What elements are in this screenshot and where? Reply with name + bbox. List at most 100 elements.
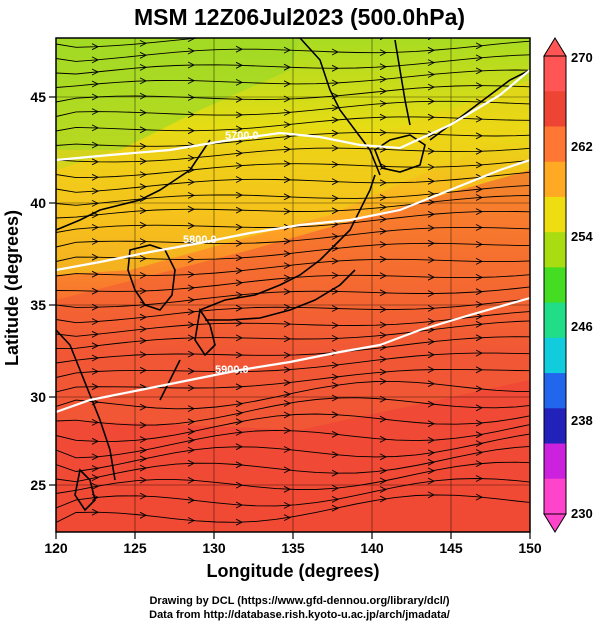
wind-arrow — [331, 161, 340, 168]
wind-arrow — [187, 418, 196, 426]
wind-arrow — [139, 142, 148, 150]
streamline — [56, 226, 530, 248]
wind-arrow — [91, 173, 100, 181]
wind-arrow — [331, 64, 340, 72]
wind-arrow — [331, 244, 340, 252]
wind-arrow — [187, 61, 196, 69]
wind-arrow — [91, 108, 100, 116]
wind-arrow — [427, 436, 436, 444]
wind-arrow — [475, 320, 484, 328]
wind-arrow — [139, 157, 148, 165]
wind-arrow — [187, 405, 196, 413]
wind-arrow — [91, 418, 100, 426]
wind-arrow — [139, 109, 148, 117]
wind-arrow — [235, 267, 244, 275]
wind-arrow — [475, 185, 484, 193]
wind-arrow — [379, 194, 388, 201]
wind-arrow — [139, 446, 148, 454]
wind-arrow — [187, 308, 196, 316]
wind-arrow — [91, 354, 100, 362]
wind-arrow — [427, 491, 436, 499]
streamline — [56, 116, 530, 132]
streamline — [56, 320, 530, 349]
wind-arrow — [331, 194, 340, 202]
streamline — [56, 380, 530, 410]
y-axis: 45 40 35 30 25 Latitude (degrees) — [2, 89, 56, 493]
wind-arrow — [475, 493, 484, 501]
wind-arrow — [379, 415, 388, 423]
wind-arrow — [283, 262, 292, 270]
streamline — [56, 171, 530, 193]
wind-arrow — [235, 304, 244, 312]
wind-arrow — [475, 224, 484, 231]
wind-arrow — [427, 366, 436, 374]
wind-arrow — [331, 504, 340, 512]
wind-arrow — [283, 514, 292, 522]
wind-arrow — [331, 129, 340, 137]
wind-arrow — [187, 446, 196, 454]
colorbar-tick-label: 246 — [571, 319, 593, 334]
wind-arrow — [427, 239, 436, 247]
wind-arrow — [283, 411, 292, 419]
wind-arrow — [283, 237, 292, 245]
wind-arrow — [379, 355, 388, 363]
wind-arrow — [379, 87, 388, 95]
wind-arrow — [331, 207, 340, 215]
wind-arrow — [187, 111, 196, 119]
wind-arrow — [91, 383, 100, 391]
wind-arrow — [139, 238, 148, 245]
wind-arrow — [139, 325, 148, 333]
wind-arrow — [187, 154, 196, 162]
wind-arrow — [91, 80, 100, 88]
wind-arrow — [235, 45, 244, 53]
wind-arrow — [91, 253, 100, 261]
x-tick-label: 120 — [44, 540, 68, 556]
wind-arrow — [235, 78, 244, 86]
wind-arrow — [91, 56, 100, 64]
streamline — [56, 445, 530, 483]
wind-arrow — [139, 464, 148, 472]
wind-arrow — [235, 319, 244, 327]
x-tick-label: 135 — [281, 540, 305, 556]
wind-arrow — [187, 436, 196, 444]
streamline — [56, 40, 530, 62]
wind-arrow — [427, 458, 436, 466]
wind-arrow — [283, 501, 292, 509]
colorbar-cell — [544, 302, 566, 339]
wind-arrow — [91, 199, 100, 207]
wind-arrow — [379, 75, 388, 83]
wind-arrow — [283, 427, 292, 434]
wind-arrow — [91, 158, 100, 166]
wind-arrow — [475, 194, 484, 201]
wind-arrow — [475, 257, 484, 265]
streamline — [56, 38, 204, 48]
wind-arrow — [91, 303, 100, 311]
wind-arrow — [379, 377, 388, 385]
wind-arrow — [235, 239, 244, 247]
wind-arrow — [187, 284, 196, 292]
wind-arrow — [331, 116, 340, 124]
wind-arrow — [379, 241, 388, 248]
wind-arrow — [283, 320, 292, 328]
wind-arrow — [139, 271, 148, 279]
wind-arrow — [139, 255, 148, 262]
wind-arrow — [379, 368, 388, 376]
wind-arrow — [235, 418, 244, 426]
wind-arrow — [379, 321, 388, 329]
wind-arrow — [475, 366, 484, 374]
streamline — [56, 397, 530, 426]
colorbar-cell — [544, 337, 566, 374]
wind-arrow — [283, 399, 292, 407]
wind-arrow — [91, 465, 100, 472]
wind-arrow — [283, 160, 292, 168]
colorbar-cell — [544, 443, 566, 480]
wind-arrow — [331, 48, 340, 56]
wind-arrow — [427, 71, 436, 78]
wind-arrow — [475, 147, 484, 155]
colorbar: 270 262 254 246 238 230 — [543, 37, 593, 533]
wind-arrow — [283, 485, 292, 493]
wind-arrow — [331, 178, 340, 186]
streamline — [56, 210, 530, 233]
streamline — [56, 298, 530, 324]
x-tick-label: 125 — [123, 540, 147, 556]
